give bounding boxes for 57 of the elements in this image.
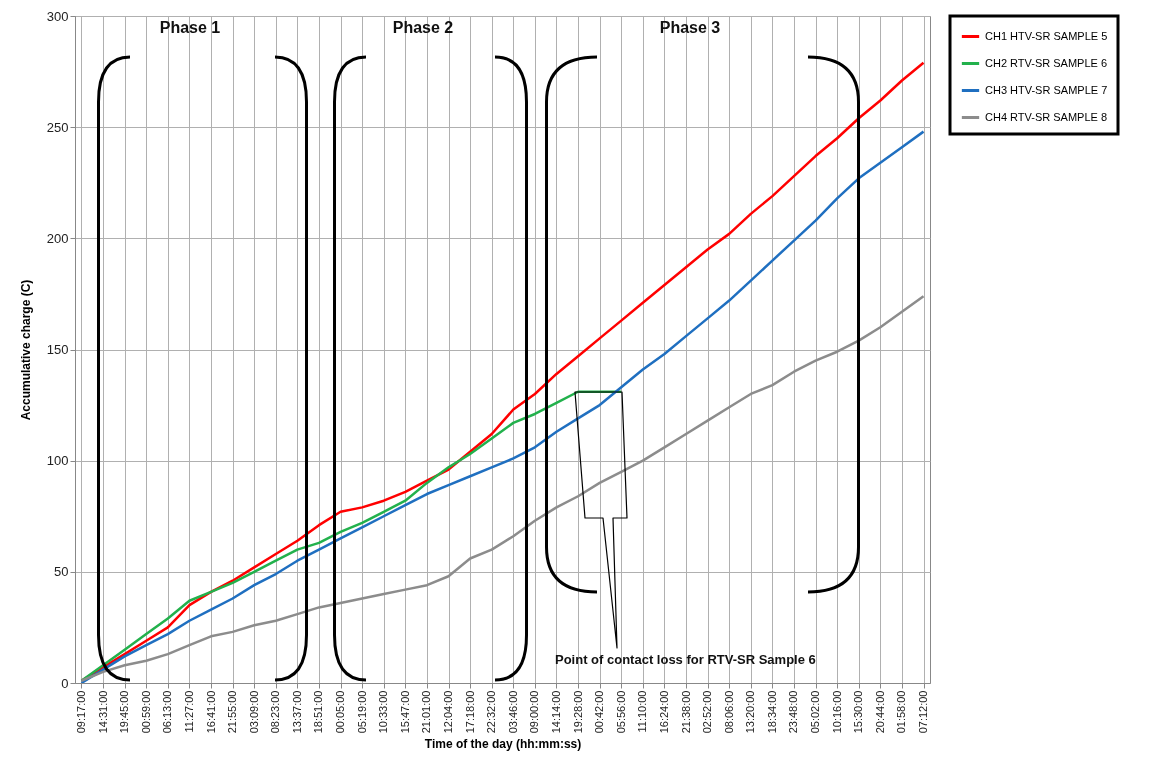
x-tick-label: 09:00:00 [528, 690, 541, 734]
y-axis-title: Accumulative charge (C) [18, 279, 33, 421]
y-tick-label: 250 [46, 119, 69, 135]
x-tick-label: 21:38:00 [679, 690, 692, 734]
x-tick-label: 15:30:00 [852, 690, 865, 734]
x-tick-label: 16:41:00 [204, 690, 217, 734]
y-tick-label: 150 [46, 342, 69, 357]
x-tick-label: 11:10:00 [636, 690, 649, 733]
x-axis-title: Time of the day (hh:mm:ss) [424, 737, 582, 752]
y-tick-label: 50 [54, 564, 69, 580]
x-tick-label: 00:05:00 [334, 690, 347, 734]
legend-label: CH2 RTV-SR SAMPLE 6 [985, 56, 1108, 69]
x-tick-label: 03:09:00 [247, 690, 260, 734]
x-tick-label: 15:47:00 [398, 690, 411, 734]
annotation: Point of contact loss for RTV-SR Sample 6 [555, 652, 816, 667]
y-tick-label: 300 [46, 8, 69, 24]
x-tick-label: 18:34:00 [765, 690, 778, 734]
x-tick-label: 10:16:00 [830, 690, 843, 734]
legend-label: CH4 RTV-SR SAMPLE 8 [985, 110, 1108, 123]
x-tick-label: 00:59:00 [139, 690, 152, 734]
x-tick-label: 02:52:00 [701, 690, 714, 734]
x-tick-label: 05:02:00 [809, 690, 822, 734]
x-tick-label: 21:55:00 [226, 690, 239, 734]
x-tick-label: 06:13:00 [161, 690, 174, 734]
x-tick-label: 12:04:00 [442, 690, 455, 734]
x-tick-label: 11:27:00 [182, 690, 195, 733]
x-tick-label: 21:01:00 [420, 690, 433, 734]
x-tick-label: 08:23:00 [269, 690, 282, 734]
x-tick-label: 13:37:00 [290, 690, 303, 734]
x-tick-label: 01:58:00 [895, 690, 908, 734]
legend-label: CH1 HTV-SR SAMPLE 5 [985, 29, 1108, 42]
legend-label: CH3 HTV-SR SAMPLE 7 [985, 83, 1108, 96]
x-tick-label: 09:17:00 [74, 690, 87, 734]
x-tick-label: 14:31:00 [96, 690, 109, 734]
y-tick-label: 0 [61, 675, 69, 691]
annotation: Phase 1 [159, 19, 221, 36]
x-tick-label: 13:20:00 [744, 690, 757, 734]
x-tick-label: 22:32:00 [485, 690, 498, 734]
y-tick-label: 200 [46, 230, 69, 246]
x-tick-label: 19:45:00 [118, 690, 131, 734]
x-tick-label: 20:44:00 [873, 690, 886, 734]
x-tick-label: 05:56:00 [614, 690, 627, 734]
x-tick-label: 16:24:00 [657, 690, 670, 734]
x-tick-label: 03:46:00 [506, 690, 519, 734]
x-tick-label: 19:28:00 [571, 690, 584, 734]
annotation: Phase 2 [392, 19, 454, 36]
annotation: Phase 3 [659, 19, 721, 36]
x-tick-label: 14:14:00 [549, 690, 562, 734]
x-tick-label: 10:33:00 [377, 690, 390, 734]
x-tick-label: 05:19:00 [355, 690, 368, 734]
x-tick-label: 18:51:00 [312, 690, 325, 734]
x-tick-label: 07:12:00 [917, 690, 930, 734]
y-tick-label: 100 [46, 453, 69, 469]
x-tick-label: 23:48:00 [787, 690, 800, 734]
x-tick-label: 08:06:00 [722, 690, 735, 734]
x-tick-label: 00:42:00 [593, 690, 606, 734]
x-tick-label: 17:18:00 [463, 690, 476, 734]
